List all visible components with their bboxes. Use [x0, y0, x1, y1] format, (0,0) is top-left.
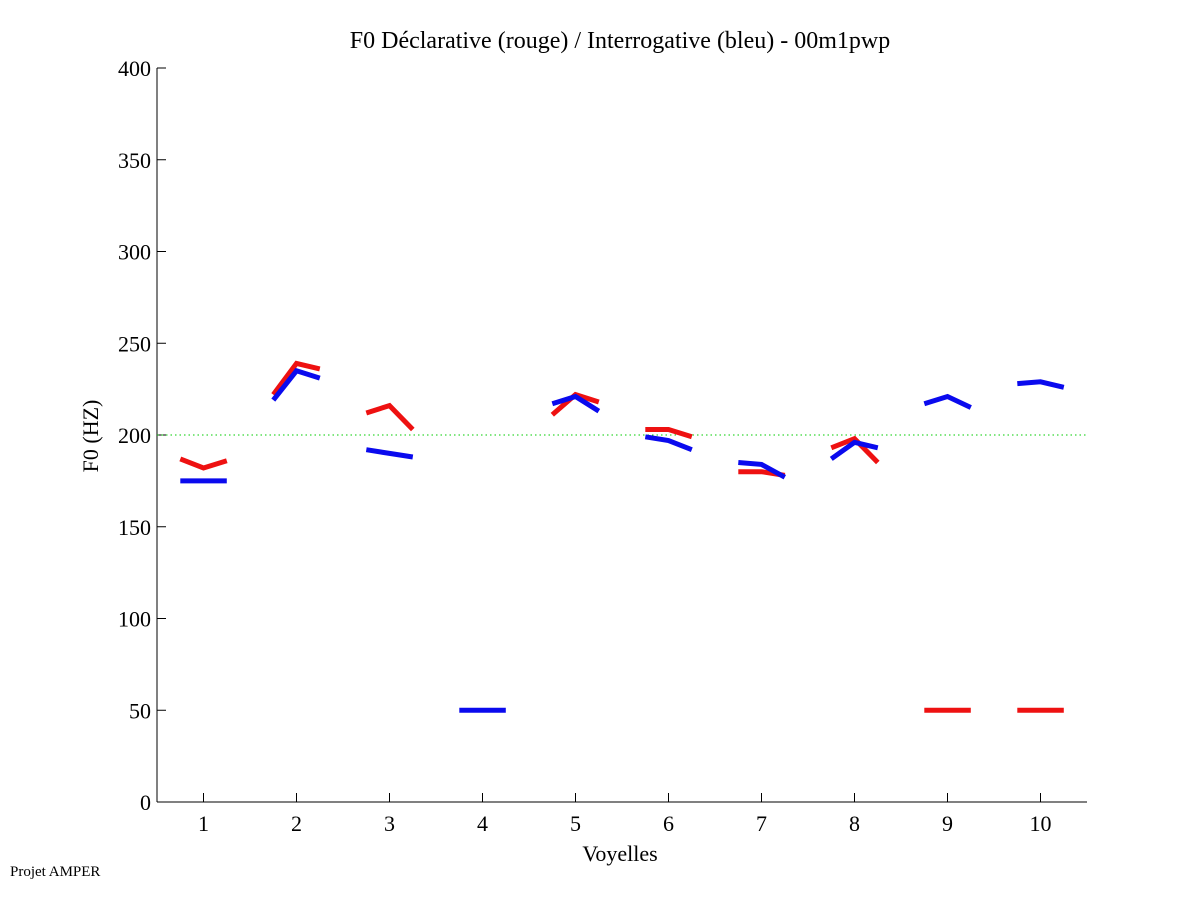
chart-title: F0 Déclarative (rouge) / Interrogative (… — [350, 28, 890, 54]
x-tick-label: 1 — [198, 811, 209, 836]
y-tick-label: 250 — [118, 331, 151, 356]
x-tick-label: 6 — [663, 811, 674, 836]
y-tick-label: 200 — [118, 423, 151, 448]
interrogative-segment-vowel-7 — [738, 460, 787, 480]
series-declarative — [179, 360, 1064, 713]
y-axis-label: F0 (HZ) — [78, 400, 103, 473]
declarative-segment-vowel-8 — [830, 435, 880, 465]
declarative-segment-vowel-3 — [365, 402, 415, 432]
interrogative-segment-vowel-8 — [829, 439, 879, 461]
declarative-segment-vowel-1 — [179, 456, 228, 471]
x-tick-label: 8 — [849, 811, 860, 836]
y-tick-label: 100 — [118, 607, 151, 632]
x-tick-label: 3 — [384, 811, 395, 836]
interrogative-segment-vowel-9 — [923, 393, 972, 410]
y-tick-label: 0 — [140, 790, 151, 815]
interrogative-segment-vowel-2 — [271, 367, 321, 402]
declarative-segment-vowel-2 — [271, 360, 321, 397]
x-tick-label: 7 — [756, 811, 767, 836]
y-tick-label: 50 — [129, 698, 151, 723]
x-axis-label: Voyelles — [582, 841, 657, 866]
declarative-segment-vowel-6 — [645, 427, 693, 440]
x-tick-label: 5 — [570, 811, 581, 836]
y-tick-label: 400 — [118, 56, 151, 81]
x-tick-label: 10 — [1030, 811, 1052, 836]
interrogative-segment-vowel-5 — [551, 393, 601, 414]
plot-area — [179, 360, 1065, 713]
interrogative-segment-vowel-3 — [365, 447, 414, 460]
x-tick-label: 4 — [477, 811, 488, 836]
x-tick-label: 9 — [942, 811, 953, 836]
chart-axes: 0 50 100 150 200 250 300 350 400 1 2 3 4 5 6 7 8 9 10 — [118, 56, 1087, 836]
x-tick-label: 2 — [291, 811, 302, 836]
y-tick-label: 150 — [118, 515, 151, 540]
footer-credit: Projet AMPER — [10, 864, 101, 880]
interrogative-segment-vowel-10 — [1017, 379, 1065, 390]
y-tick-label: 300 — [118, 240, 151, 265]
series-interrogative — [180, 367, 1065, 713]
interrogative-segment-vowel-6 — [644, 434, 693, 453]
y-tick-label: 350 — [118, 148, 151, 173]
